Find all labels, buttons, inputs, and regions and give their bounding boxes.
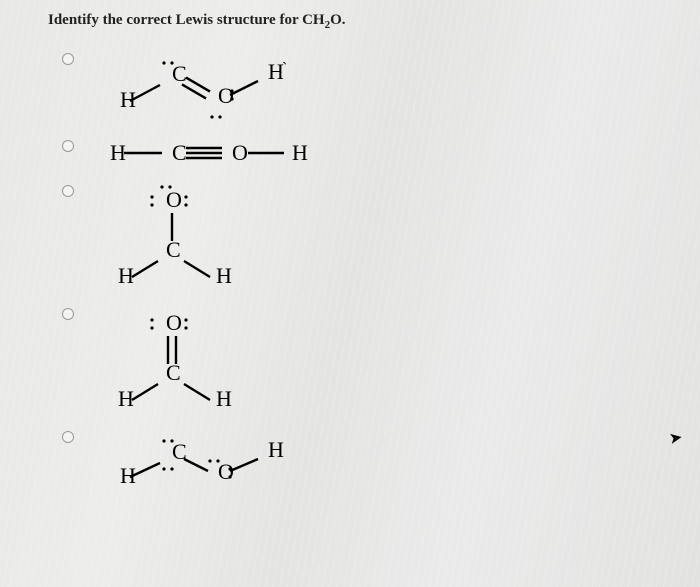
- svg-text:C: C: [172, 140, 187, 165]
- option-row[interactable]: HCOH: [62, 132, 672, 175]
- svg-text:O: O: [232, 140, 248, 165]
- lewis-structure: HCOH`: [100, 45, 290, 126]
- svg-text:H: H: [120, 463, 136, 488]
- radio-icon[interactable]: [62, 185, 74, 197]
- radio-icon[interactable]: [62, 140, 74, 152]
- svg-text:C: C: [172, 439, 187, 464]
- svg-text:H: H: [216, 386, 232, 411]
- radio-icon[interactable]: [62, 308, 74, 320]
- svg-text:H: H: [118, 263, 134, 288]
- lewis-structure: OC H H: [100, 181, 240, 298]
- svg-text:O: O: [218, 83, 234, 108]
- svg-text:O: O: [166, 187, 182, 212]
- option-row[interactable]: OC H H: [62, 304, 672, 421]
- question-prefix: Identify the correct Lewis structure for…: [48, 12, 325, 28]
- svg-text:C: C: [166, 237, 181, 262]
- svg-text:H: H: [268, 437, 284, 462]
- question-suffix: O.: [330, 12, 345, 28]
- option-row[interactable]: OC H H: [62, 181, 672, 298]
- question-text: Identify the correct Lewis structure for…: [48, 12, 672, 31]
- svg-text:H: H: [118, 386, 134, 411]
- radio-icon[interactable]: [62, 53, 74, 65]
- svg-text:`: `: [282, 60, 287, 77]
- svg-text:H: H: [110, 140, 126, 165]
- option-row[interactable]: H C O H: [62, 427, 672, 498]
- svg-text:H: H: [216, 263, 232, 288]
- svg-text:O: O: [166, 310, 182, 335]
- svg-text:O: O: [218, 459, 234, 484]
- mouse-cursor-icon: ➤: [667, 427, 684, 449]
- lewis-structure: OC H H: [100, 304, 240, 421]
- lewis-structure: HCOH: [100, 132, 310, 175]
- lewis-structure: H C O H: [100, 427, 290, 498]
- svg-text:C: C: [172, 61, 187, 86]
- option-row[interactable]: HCOH`: [62, 45, 672, 126]
- radio-icon[interactable]: [62, 431, 74, 443]
- svg-text:H: H: [120, 87, 136, 112]
- options-list: HCOH` HCOH OCHH OCHH HCOH: [62, 45, 672, 498]
- svg-text:H: H: [292, 140, 308, 165]
- svg-text:C: C: [166, 360, 181, 385]
